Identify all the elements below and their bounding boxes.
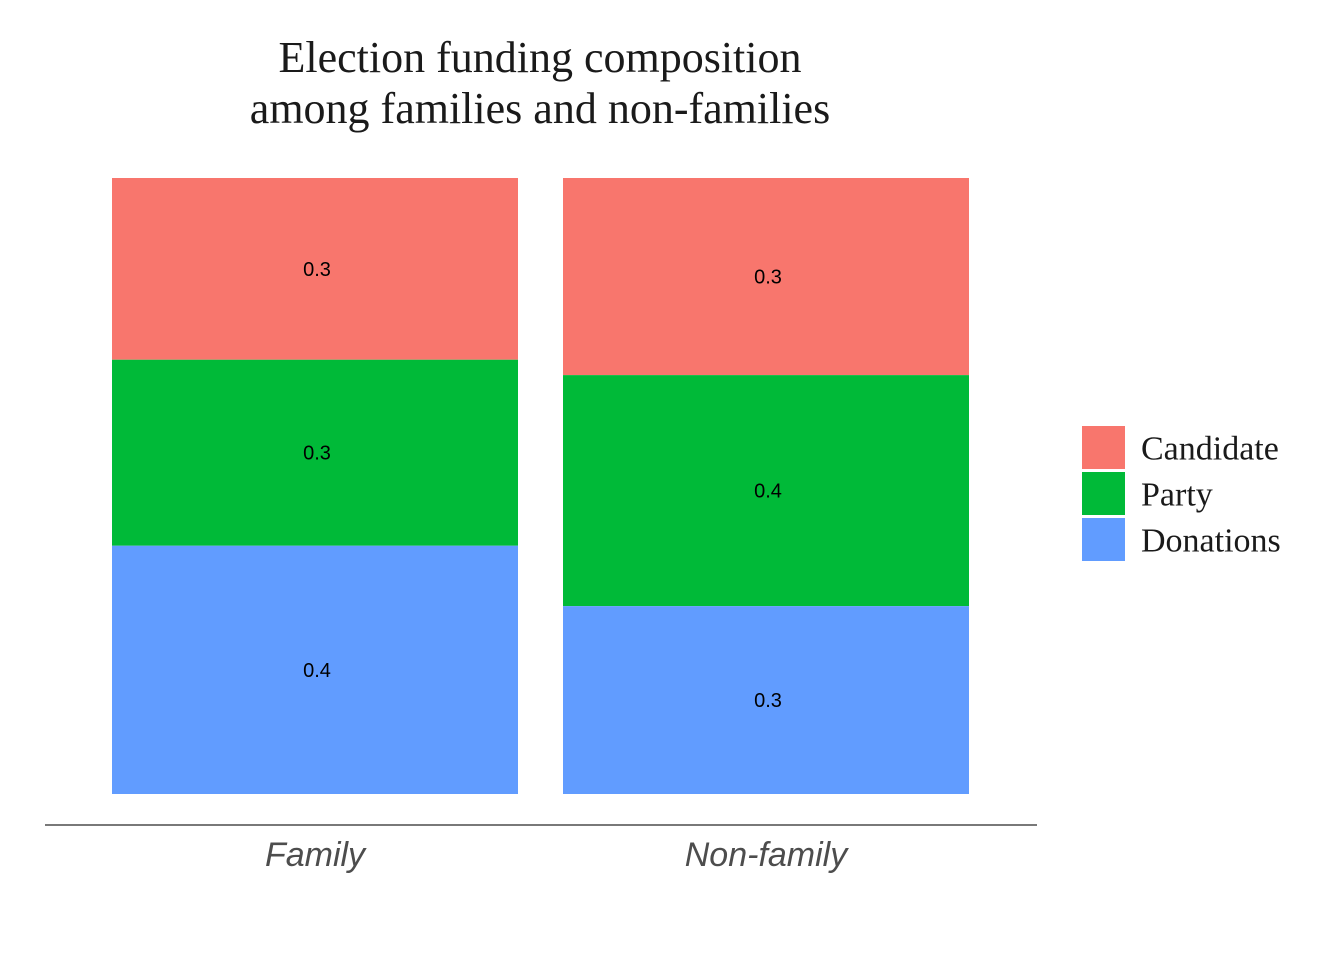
legend-key-party bbox=[1082, 472, 1125, 515]
legend: Candidate Party Donations bbox=[1082, 426, 1281, 561]
chart-title: Election funding composition among famil… bbox=[250, 33, 830, 133]
data-label-family-candidate: 0.3 bbox=[303, 259, 331, 281]
bar-segment-family-candidate bbox=[112, 178, 518, 360]
data-label-family-party: 0.3 bbox=[303, 443, 331, 465]
bar-segment-non-family-donations bbox=[563, 606, 969, 794]
legend-label-donations: Donations bbox=[1141, 523, 1281, 560]
legend-key-candidate bbox=[1082, 426, 1125, 469]
bar-segment-non-family-party bbox=[563, 375, 969, 607]
x-axis-labels: Family Non-family bbox=[265, 836, 849, 874]
bar-segment-family-party bbox=[112, 359, 518, 546]
legend-key-donations bbox=[1082, 518, 1125, 561]
chart-title-line-1: Election funding composition bbox=[278, 33, 801, 82]
bar-segment-family-donations bbox=[112, 545, 518, 794]
chart-title-line-2: among families and non-families bbox=[250, 84, 830, 133]
data-label-non-family-donations: 0.3 bbox=[754, 690, 782, 712]
bar-segment-non-family-candidate bbox=[563, 178, 969, 376]
x-tick-label-non-family: Non-family bbox=[685, 836, 849, 874]
bars-group: 0.3 0.3 0.4 0.3 0.4 0.3 bbox=[112, 178, 969, 794]
data-label-family-donations: 0.4 bbox=[303, 660, 331, 682]
legend-label-party: Party bbox=[1141, 477, 1213, 514]
x-tick-label-family: Family bbox=[265, 836, 367, 874]
data-label-non-family-candidate: 0.3 bbox=[754, 267, 782, 289]
legend-label-candidate: Candidate bbox=[1141, 431, 1279, 468]
data-label-non-family-party: 0.4 bbox=[754, 481, 782, 503]
